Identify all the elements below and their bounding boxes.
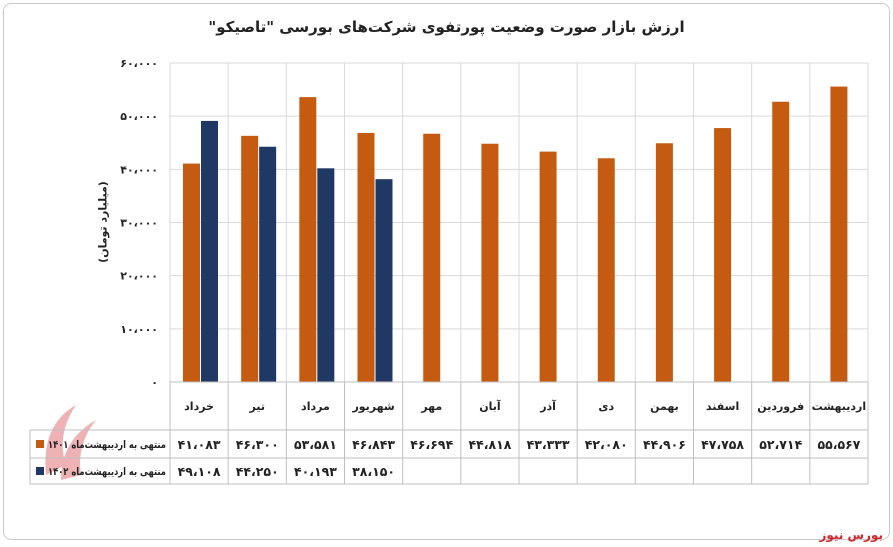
bar-series1	[299, 97, 317, 382]
bar-series1	[423, 133, 441, 382]
y-tick-label: ۶۰،۰۰۰	[120, 57, 158, 70]
bar-series1	[772, 101, 790, 382]
data-value-label: ۴۴،۲۵۰	[236, 464, 279, 479]
legend-swatch	[36, 440, 44, 448]
bar-series1	[539, 151, 557, 382]
data-value-label: ۴۶،۶۹۴	[410, 437, 453, 452]
category-label: آبان	[479, 399, 501, 413]
data-table-layer: خرداد تیر مرداد شهریور مهر آبان آذر دی بهمن اسفند…	[29, 381, 869, 485]
legend-name: منتهی به اردیبهشت‌ماه ۱۴۰۱	[48, 439, 166, 451]
category-label: خرداد	[184, 400, 214, 413]
y-tick-label: ۲۰،۰۰۰	[120, 270, 158, 283]
data-value-label: ۴۱،۰۸۳	[178, 437, 221, 452]
y-tick-label: ۵۰،۰۰۰	[120, 110, 158, 123]
category-label: تیر	[249, 400, 265, 413]
category-label: مرداد	[301, 400, 330, 413]
data-value-label: ۴۰،۱۹۳	[294, 464, 337, 479]
bar-series1	[714, 128, 732, 382]
y-ticks-layer: ۰ ۱۰،۰۰۰ ۲۰،۰۰۰ ۳۰،۰۰۰ ۴۰،۰۰۰ ۵۰،۰۰۰ ۶۰،۰۰۰	[120, 57, 158, 389]
data-value-label: ۴۷،۷۵۸	[701, 437, 744, 452]
category-label: اسفند	[706, 400, 739, 413]
bar-series1	[357, 132, 375, 382]
bar-series1	[830, 86, 848, 382]
data-value-label: ۴۳،۳۳۳	[527, 437, 570, 452]
category-label: آذر	[539, 399, 556, 413]
data-value-label: ۴۶،۳۰۰	[236, 437, 279, 452]
data-value-label: ۵۲،۷۱۴	[759, 437, 802, 452]
y-tick-label: ۴۰،۰۰۰	[120, 163, 158, 176]
data-value-label: ۵۵،۵۶۷	[817, 437, 860, 452]
legend-swatch	[36, 467, 44, 475]
category-label: شهریور	[351, 400, 394, 413]
bar-series1	[655, 143, 673, 382]
bar-series2	[317, 168, 335, 382]
bar-series2	[375, 179, 393, 382]
bar-series1	[183, 163, 200, 382]
grid-layer	[169, 62, 869, 383]
y-tick-label: ۱۰،۰۰۰	[120, 323, 158, 336]
bar-series1	[597, 158, 615, 382]
category-label: دی	[598, 400, 614, 413]
category-label: مهر	[420, 400, 442, 413]
data-value-label: ۵۳،۵۸۱	[294, 437, 337, 452]
category-label: بهمن	[650, 400, 679, 413]
bars-layer	[183, 86, 848, 383]
chart-title: ارزش بازار صورت وضعیت پورتفوی شرکت‌های ب…	[208, 18, 685, 36]
bar-series2	[201, 120, 218, 383]
bar-series1	[481, 143, 499, 382]
chart-frame	[3, 3, 890, 540]
data-value-label: ۳۸،۱۵۰	[352, 464, 395, 479]
category-label: فروردین	[757, 400, 804, 413]
data-value-label: ۴۲،۰۸۰	[585, 437, 628, 452]
legend-name: منتهی به اردیبهشت‌ماه ۱۴۰۲	[48, 466, 166, 478]
category-label: اردیبهشت	[812, 400, 866, 413]
data-value-label: ۴۶،۸۴۳	[352, 437, 395, 452]
y-tick-label: ۰	[151, 376, 158, 389]
data-value-label: ۴۹،۱۰۸	[178, 464, 221, 479]
bar-series1	[241, 135, 259, 382]
bar-series2	[259, 146, 277, 382]
y-tick-label: ۳۰،۰۰۰	[120, 217, 158, 230]
data-value-label: ۴۴،۹۰۶	[643, 437, 686, 452]
source-footer: بورس نیوز	[819, 528, 883, 542]
data-value-label: ۴۴،۸۱۸	[468, 437, 511, 452]
